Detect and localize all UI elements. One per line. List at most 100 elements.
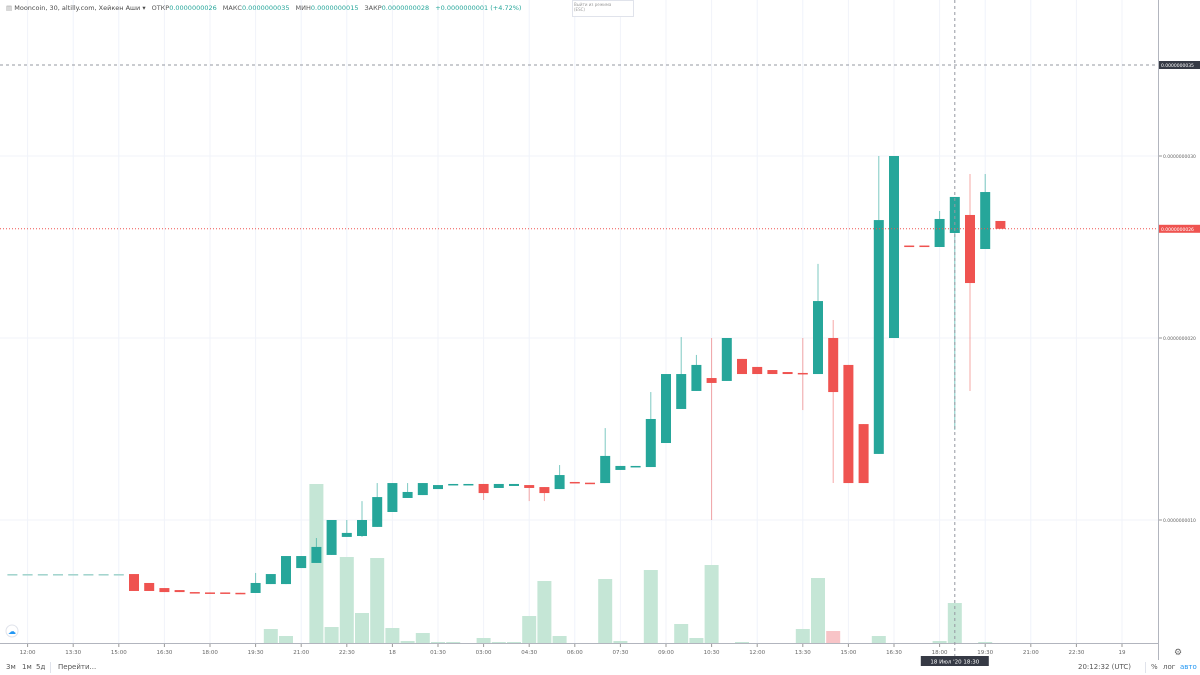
candle: [919, 245, 930, 248]
volume-bar: [309, 484, 324, 643]
candle: [402, 483, 413, 498]
candle: [433, 485, 443, 490]
volume-bar: [826, 631, 841, 643]
time-tick-label: 12:00: [749, 650, 765, 656]
candle-body: [402, 491, 413, 498]
percent-toggle[interactable]: %: [1151, 663, 1158, 671]
candle: [341, 520, 352, 537]
chevron-down-icon[interactable]: ▾: [142, 4, 146, 12]
candle: [661, 374, 671, 444]
candle: [220, 592, 231, 594]
ohlc-close: ЗАКР0.0000000028: [364, 4, 430, 12]
volume-bar: [795, 629, 810, 643]
volume-bar: [279, 636, 293, 643]
range-3m[interactable]: 3м: [6, 663, 16, 671]
ohlc-change: +0.0000000001 (+4.72%): [435, 4, 522, 12]
candle-body: [980, 192, 991, 250]
volume-bar: [689, 638, 704, 643]
candle: [113, 574, 124, 576]
volume-bar: [598, 579, 613, 643]
candle-body: [68, 574, 79, 576]
candle-body: [995, 220, 1006, 229]
candle-body: [858, 424, 869, 484]
candle-body: [828, 338, 839, 393]
candle-body: [524, 485, 535, 488]
candle: [189, 592, 200, 594]
symbol-title[interactable]: ▤ Mooncoin, 30, altilly.com, Хейкен Аши …: [6, 4, 146, 12]
candle: [676, 337, 687, 409]
range-1m[interactable]: 1м: [22, 663, 32, 671]
candle-body: [159, 588, 170, 593]
time-tick-label: 13:30: [65, 650, 81, 656]
cloud-icon[interactable]: ☁: [5, 624, 19, 638]
time-tick-label: 19:30: [977, 650, 993, 656]
candle: [980, 174, 991, 250]
candle: [752, 366, 763, 375]
candle: [843, 364, 854, 484]
volume-bar: [643, 570, 658, 643]
candle-body: [174, 590, 185, 593]
volume-bar: [263, 629, 278, 643]
volume-bar: [811, 578, 825, 643]
volume-bar: [704, 565, 719, 643]
candle-body: [341, 532, 352, 537]
range-5d[interactable]: 5д: [36, 663, 46, 671]
exit-mode-tooltip[interactable]: Выйти из режима (ESC): [572, 0, 634, 17]
time-tick-label: 16:30: [156, 650, 172, 656]
time-tick-label: 06:00: [567, 650, 583, 656]
divider: [50, 662, 51, 673]
candle-body: [463, 483, 474, 486]
current-price-badge: [1158, 224, 1200, 233]
volume-bar: [507, 642, 521, 643]
candle: [600, 428, 611, 484]
candle-body: [919, 245, 930, 248]
volume-bar: [431, 642, 445, 643]
candle-body: [797, 372, 808, 375]
candle: [858, 424, 869, 484]
candle-body: [144, 582, 155, 591]
log-toggle[interactable]: лог: [1163, 663, 1176, 671]
volume-bar: [522, 616, 537, 643]
crosshair-price-badge: [1158, 61, 1200, 69]
candle-body: [53, 574, 63, 576]
candle: [965, 174, 975, 391]
divider: [1145, 662, 1146, 673]
candle: [767, 370, 778, 375]
volume-bar: [978, 642, 993, 643]
candle: [630, 465, 641, 468]
chart-type-icon: ▤: [6, 4, 13, 12]
candle: [645, 392, 656, 468]
time-tick-label: 22:30: [1068, 650, 1084, 656]
volume-bar: [385, 628, 400, 643]
candle-body: [737, 358, 747, 375]
price-tick-label: 0.0000000030: [1163, 154, 1196, 160]
candle: [995, 220, 1006, 229]
candle: [889, 156, 899, 338]
candle-body: [752, 366, 763, 375]
auto-toggle[interactable]: авто: [1180, 663, 1197, 671]
candle-body: [554, 475, 565, 490]
candle: [463, 483, 474, 486]
candle: [569, 481, 580, 484]
volume-bar: [400, 641, 415, 643]
candle-body: [281, 556, 291, 585]
candle: [159, 588, 170, 593]
volume-bar: [932, 641, 947, 643]
volume-bar: [537, 581, 552, 643]
volume-bar: [552, 636, 567, 643]
candle-body: [433, 485, 443, 490]
candle-body: [904, 245, 915, 248]
candle: [7, 574, 18, 576]
goto-date-button[interactable]: Перейти...: [58, 663, 97, 671]
bottom-toolbar: 3м 1м 5д Перейти... 20:12:32 (UTC) % лог…: [0, 660, 1200, 675]
candle: [357, 501, 367, 537]
candle: [539, 487, 550, 502]
time-tick-label: 13:30: [795, 650, 811, 656]
volume-bar: [476, 638, 491, 643]
settings-gear-icon[interactable]: ⚙: [1174, 648, 1182, 658]
volume-bar: [871, 636, 886, 643]
volume-bar: [613, 641, 628, 643]
candle: [326, 520, 337, 555]
candle-body: [509, 483, 519, 486]
